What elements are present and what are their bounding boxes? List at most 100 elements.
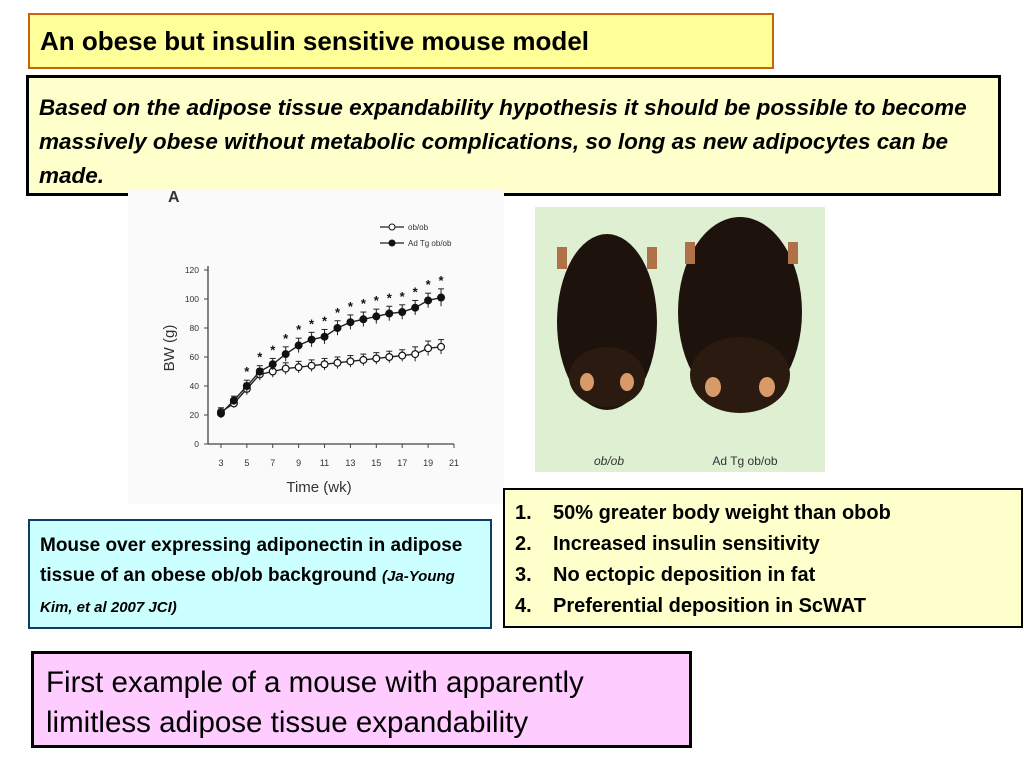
significance-asterisk: * [348, 299, 354, 314]
significance-asterisk: * [257, 350, 263, 365]
significance-asterisk: * [361, 296, 367, 311]
finding-item: 4. Preferential deposition in ScWAT [515, 595, 867, 617]
data-point [333, 324, 342, 333]
findings-box: 1. 50% greater body weight than obob 2. In… [503, 488, 1023, 628]
y-tick-label: 80 [190, 323, 200, 333]
chart-axes [207, 266, 454, 445]
conclusion-box: First example of a mouse with apparently… [31, 651, 692, 748]
x-axis-label: Time (wk) [286, 479, 351, 496]
description-text: Mouse over expressing adiponectin in adi… [40, 535, 463, 616]
photo-label-adtg: Ad Tg ob/ob [712, 454, 777, 468]
x-tick-label: 17 [397, 458, 407, 468]
y-axis-label: BW (g) [161, 325, 178, 372]
series-obob [216, 339, 446, 417]
data-point [242, 382, 251, 391]
x-tick-label: 15 [371, 458, 381, 468]
legend-marker [388, 239, 396, 247]
significance-asterisk: * [426, 277, 432, 292]
data-point [281, 350, 290, 359]
findings-list: 1. 50% greater body weight than obob 2. In… [515, 498, 891, 622]
x-tick-label: 11 [320, 458, 329, 468]
x-tick-labels: 3 5 7 9 11 13 15 17 19 21 [218, 444, 459, 468]
data-point [281, 364, 290, 373]
data-point [294, 363, 303, 372]
slide-title: An obese but insulin sensitive mouse mod… [40, 26, 589, 56]
data-point [216, 409, 225, 418]
data-point [359, 355, 368, 364]
chart-legend: ob/ob Ad Tg ob/ob [380, 223, 452, 248]
x-tick-label: 19 [423, 458, 433, 468]
finding-item: 1. 50% greater body weight than obob [515, 502, 891, 524]
y-tick-label: 60 [190, 352, 200, 362]
mouse-photo: ob/ob Ad Tg ob/ob [535, 207, 825, 472]
significance-asterisk: * [387, 290, 393, 305]
significance-asterisk: * [270, 342, 276, 357]
hypothesis-text: Based on the adipose tissue expandabilit… [39, 95, 967, 188]
significance-asterisk: * [309, 316, 315, 331]
panel-letter: A [168, 190, 180, 206]
y-tick-label: 20 [190, 410, 200, 420]
data-point [398, 351, 407, 360]
significance-asterisk: * [335, 305, 341, 320]
slide-title-box: An obese but insulin sensitive mouse mod… [28, 13, 774, 69]
data-point [411, 303, 420, 312]
data-point [320, 332, 329, 341]
significance-asterisk: * [413, 284, 419, 299]
significance-asterisk: * [439, 273, 445, 288]
data-point [346, 318, 355, 327]
x-tick-label: 21 [449, 458, 459, 468]
data-point [307, 361, 316, 370]
y-tick-label: 40 [190, 381, 200, 391]
data-point [411, 350, 420, 359]
adtg-obob-mouse-image [678, 217, 802, 413]
finding-item: 3. No ectopic deposition in fat [515, 564, 816, 586]
data-point [307, 335, 316, 344]
x-tick-label: 3 [218, 458, 223, 468]
y-tick-label: 120 [185, 265, 199, 275]
data-point [359, 315, 368, 324]
data-point [229, 396, 238, 405]
x-tick-label: 13 [345, 458, 355, 468]
significance-asterisk: * [374, 293, 380, 308]
data-point [424, 344, 433, 353]
x-tick-label: 5 [244, 458, 249, 468]
data-point [372, 354, 381, 363]
significance-asterisk: * [296, 322, 302, 337]
data-point [372, 312, 381, 321]
legend-label: ob/ob [408, 223, 429, 232]
y-tick-labels: 0 20 40 60 80 100 120 [185, 265, 208, 449]
chart-svg: A 3 5 7 9 11 13 15 17 19 21 0 20 40 60 80 100 120 Time … [161, 189, 459, 496]
citation: (Ja-Young Kim, et al 2007 JCI) [40, 568, 455, 616]
mouse-photo-svg: ob/ob Ad Tg ob/ob [557, 217, 802, 468]
conclusion-text: First example of a mouse with apparently… [46, 666, 584, 739]
hypothesis-box: Based on the adipose tissue expandabilit… [26, 75, 1001, 196]
y-tick-label: 100 [185, 294, 199, 304]
data-point [385, 353, 394, 362]
finding-item: 2. Increased insulin sensitivity [515, 533, 820, 555]
significance-asterisk: * [400, 289, 406, 304]
data-point [255, 367, 264, 376]
photo-label-obob: ob/ob [594, 454, 624, 468]
data-point [320, 360, 329, 369]
y-tick-label: 0 [194, 439, 199, 449]
data-point [424, 296, 433, 305]
description-box: Mouse over expressing adiponectin in adi… [28, 519, 492, 629]
obob-mouse-image [557, 234, 657, 410]
series-line [220, 346, 442, 413]
legend-label: Ad Tg ob/ob [408, 239, 452, 248]
x-tick-label: 7 [270, 458, 275, 468]
data-point [398, 308, 407, 317]
data-point [268, 360, 277, 369]
data-point [437, 342, 446, 351]
data-point [385, 309, 394, 318]
significance-asterisk: * [283, 331, 289, 346]
series-adtg-obob [216, 288, 446, 418]
data-point [346, 357, 355, 366]
legend-marker [388, 223, 396, 231]
body-weight-chart: A 3 5 7 9 11 13 15 17 19 21 0 20 40 60 80 100 120 Time … [128, 189, 504, 504]
data-point [333, 358, 342, 367]
significance-asterisk: * [322, 313, 328, 328]
significance-asterisk: * [244, 364, 250, 379]
data-point [437, 293, 446, 302]
data-point [294, 341, 303, 350]
